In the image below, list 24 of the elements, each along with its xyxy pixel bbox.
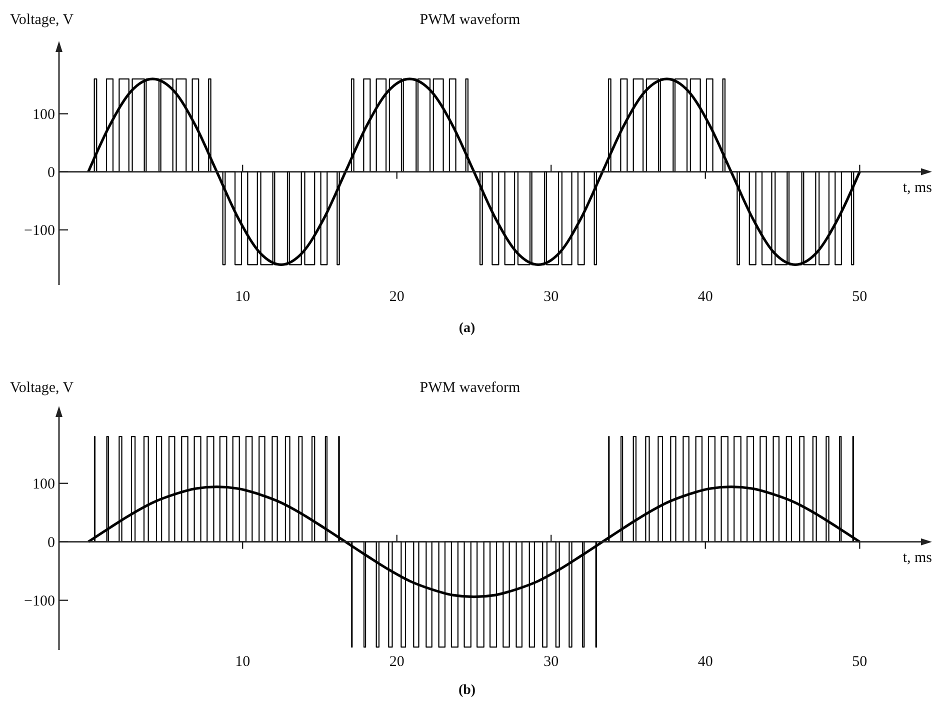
y-axis-title: Voltage, V — [10, 380, 74, 396]
x-tick-label: 20 — [389, 289, 404, 305]
x-tick-label: 50 — [852, 289, 868, 305]
y-tick-label: 100 — [32, 106, 55, 123]
x-tick-label: 30 — [544, 654, 559, 670]
x-tick-label: 30 — [544, 289, 559, 305]
y-tick-label: 0 — [48, 534, 55, 551]
x-axis-title: t, ms — [902, 550, 932, 566]
y-tick-label: 100 — [32, 476, 55, 492]
y-tick-label: −100 — [24, 222, 55, 239]
text: (b) — [458, 683, 476, 698]
x-tick-label: 20 — [389, 654, 404, 670]
y-tick-label: 0 — [48, 164, 55, 181]
text: (a) — [458, 321, 476, 336]
x-tick-label: 50 — [852, 654, 868, 670]
x-axis-title: t, ms — [902, 180, 932, 196]
x-tick-label: 40 — [698, 289, 713, 305]
chart-title: PWM waveform — [420, 12, 521, 28]
y-tick-label: −100 — [24, 593, 55, 610]
x-tick-label: 10 — [235, 654, 250, 670]
x-tick-label: 40 — [698, 654, 713, 670]
y-axis-title: Voltage, V — [10, 12, 74, 28]
chart-title: PWM waveform — [420, 380, 521, 396]
x-tick-label: 10 — [235, 289, 250, 305]
